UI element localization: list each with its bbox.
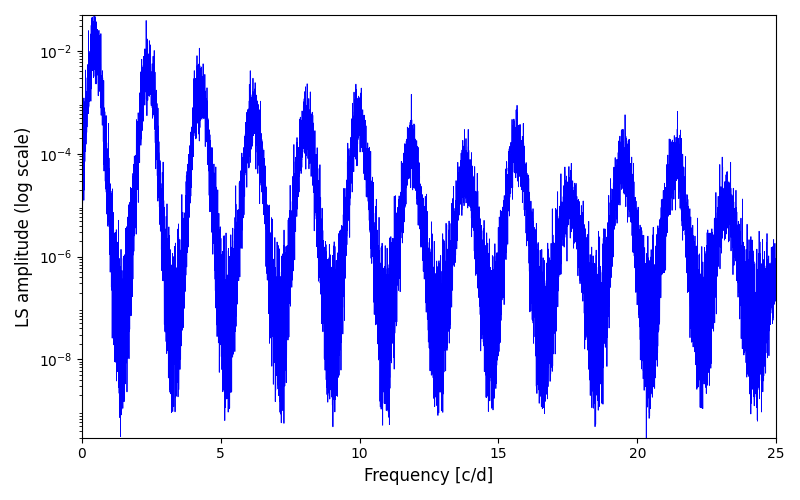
- Y-axis label: LS amplitude (log scale): LS amplitude (log scale): [15, 126, 33, 326]
- X-axis label: Frequency [c/d]: Frequency [c/d]: [364, 467, 494, 485]
